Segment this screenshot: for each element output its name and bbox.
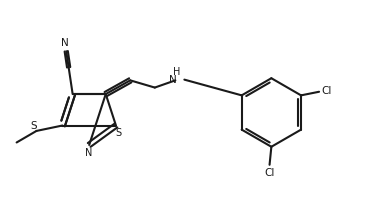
Text: Cl: Cl bbox=[322, 86, 332, 96]
Text: N: N bbox=[169, 75, 177, 85]
Text: S: S bbox=[30, 121, 37, 131]
Text: Cl: Cl bbox=[264, 168, 275, 178]
Text: H: H bbox=[174, 67, 181, 77]
Text: N: N bbox=[85, 148, 92, 158]
Text: N: N bbox=[61, 38, 69, 48]
Text: S: S bbox=[116, 128, 122, 138]
